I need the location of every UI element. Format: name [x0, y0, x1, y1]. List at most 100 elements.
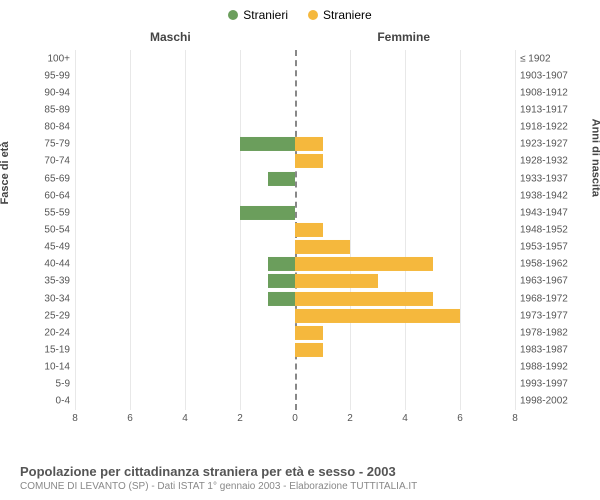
birth-tick-label: 1988-1992	[520, 362, 568, 373]
bar-row	[75, 52, 515, 66]
chart-subtitle: COMUNE DI LEVANTO (SP) - Dati ISTAT 1° g…	[20, 481, 580, 492]
x-tick-label: 4	[182, 413, 188, 424]
bar-row	[75, 257, 515, 271]
header-female: Femmine	[377, 30, 430, 44]
bar-male	[240, 137, 295, 151]
age-tick-label: 25-29	[44, 310, 70, 321]
bar-row	[75, 240, 515, 254]
bar-row	[75, 360, 515, 374]
bar-row	[75, 103, 515, 117]
age-tick-label: 95-99	[44, 70, 70, 81]
bar-row	[75, 343, 515, 357]
birth-tick-label: 1948-1952	[520, 225, 568, 236]
chart-footer: Popolazione per cittadinanza straniera p…	[20, 464, 580, 492]
bar-female	[295, 326, 323, 340]
x-tick-label: 8	[72, 413, 78, 424]
birth-tick-label: ≤ 1902	[520, 53, 551, 64]
age-tick-label: 50-54	[44, 225, 70, 236]
bar-female	[295, 137, 323, 151]
x-tick-label: 8	[512, 413, 518, 424]
age-tick-label: 90-94	[44, 87, 70, 98]
bar-row	[75, 120, 515, 134]
x-tick-label: 2	[237, 413, 243, 424]
x-tick-label: 2	[347, 413, 353, 424]
birth-tick-label: 1963-1967	[520, 276, 568, 287]
age-tick-label: 70-74	[44, 156, 70, 167]
chart-legend: Stranieri Straniere	[0, 0, 600, 30]
bar-row	[75, 223, 515, 237]
bar-row	[75, 69, 515, 83]
legend-item-female: Straniere	[308, 8, 372, 22]
bar-row	[75, 189, 515, 203]
y-axis-left-label: Fasce di età	[0, 142, 11, 205]
header-male: Maschi	[150, 30, 191, 44]
birth-tick-label: 1973-1977	[520, 310, 568, 321]
age-tick-label: 35-39	[44, 276, 70, 287]
chart-container: Maschi Femmine Fasce di età Anni di nasc…	[20, 30, 580, 430]
age-tick-label: 5-9	[56, 379, 70, 390]
birth-tick-label: 1943-1947	[520, 207, 568, 218]
legend-dot-male	[228, 10, 238, 20]
age-tick-label: 85-89	[44, 105, 70, 116]
bar-row	[75, 86, 515, 100]
bar-male	[268, 172, 296, 186]
bar-row	[75, 309, 515, 323]
birth-tick-label: 1923-1927	[520, 139, 568, 150]
birth-tick-label: 1983-1987	[520, 345, 568, 356]
bar-female	[295, 257, 433, 271]
birth-tick-label: 1953-1957	[520, 242, 568, 253]
y-axis-right-label: Anni di nascita	[589, 119, 600, 197]
birth-tick-label: 1968-1972	[520, 293, 568, 304]
bar-row	[75, 326, 515, 340]
age-tick-label: 10-14	[44, 362, 70, 373]
birth-tick-label: 1933-1937	[520, 173, 568, 184]
age-tick-label: 80-84	[44, 122, 70, 133]
bar-female	[295, 343, 323, 357]
birth-tick-label: 1918-1922	[520, 122, 568, 133]
birth-tick-label: 1903-1907	[520, 70, 568, 81]
age-tick-label: 0-4	[56, 396, 70, 407]
bar-female	[295, 223, 323, 237]
bar-male	[268, 257, 296, 271]
legend-item-male: Stranieri	[228, 8, 288, 22]
x-tick-label: 6	[127, 413, 133, 424]
bar-female	[295, 309, 460, 323]
bar-row	[75, 206, 515, 220]
bar-row	[75, 394, 515, 408]
age-tick-label: 55-59	[44, 207, 70, 218]
bar-female	[295, 154, 323, 168]
legend-label-female: Straniere	[323, 8, 372, 22]
birth-tick-label: 1978-1982	[520, 327, 568, 338]
plot-area: 864202468100+≤ 190295-991903-190790-9419…	[75, 50, 515, 410]
age-tick-label: 65-69	[44, 173, 70, 184]
birth-tick-label: 1928-1932	[520, 156, 568, 167]
age-tick-label: 100+	[47, 53, 70, 64]
legend-label-male: Stranieri	[243, 8, 288, 22]
chart-title: Popolazione per cittadinanza straniera p…	[20, 464, 580, 479]
age-tick-label: 20-24	[44, 327, 70, 338]
bar-row	[75, 292, 515, 306]
bar-row	[75, 137, 515, 151]
age-tick-label: 60-64	[44, 190, 70, 201]
bar-male	[268, 292, 296, 306]
bar-row	[75, 274, 515, 288]
bar-row	[75, 377, 515, 391]
birth-tick-label: 1913-1917	[520, 105, 568, 116]
x-tick-label: 0	[292, 413, 298, 424]
bar-female	[295, 292, 433, 306]
birth-tick-label: 1938-1942	[520, 190, 568, 201]
bar-female	[295, 274, 378, 288]
birth-tick-label: 1908-1912	[520, 87, 568, 98]
bar-female	[295, 240, 350, 254]
legend-dot-female	[308, 10, 318, 20]
age-tick-label: 40-44	[44, 259, 70, 270]
birth-tick-label: 1993-1997	[520, 379, 568, 390]
age-tick-label: 15-19	[44, 345, 70, 356]
age-tick-label: 30-34	[44, 293, 70, 304]
bar-row	[75, 172, 515, 186]
x-tick-label: 4	[402, 413, 408, 424]
grid-line	[515, 50, 516, 410]
bar-male	[268, 274, 296, 288]
bar-row	[75, 154, 515, 168]
birth-tick-label: 1958-1962	[520, 259, 568, 270]
